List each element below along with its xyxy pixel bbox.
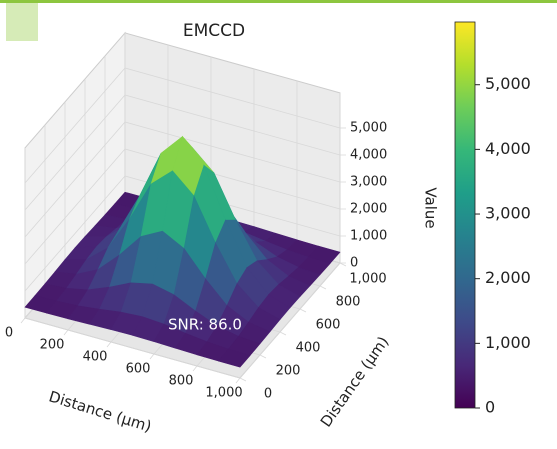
grid-line [124,67,341,129]
surface-cell [217,348,251,368]
grid-line [24,94,126,211]
y-tick [259,354,267,359]
z-tick-label: 1,000 [350,229,387,244]
grid-line [239,262,341,379]
x-tick-label: 0 [5,326,13,341]
z-tick-label: 5,000 [350,121,387,136]
colorbar-tick-label: 3,000 [485,204,531,223]
x-tick [192,365,198,372]
colorbar-tick-label: 1,000 [485,333,531,352]
y-tick-label: 800 [336,295,361,310]
y-tick-label: 400 [296,341,321,356]
y-tick [299,308,307,313]
x-tick-label: 600 [126,362,151,377]
grid-line [124,94,341,156]
z-tick-label: 2,000 [350,202,387,217]
x-tick-label: 400 [83,350,108,365]
x-tick [63,329,69,336]
x-tick-label: 1,000 [205,386,242,401]
x-tick [20,317,26,324]
y-tick-label: 600 [316,318,341,333]
grid-line [24,67,126,184]
y-tick [279,331,287,336]
colorbar-tick-label: 4,000 [485,139,531,158]
corner-badge [6,3,38,41]
colorbar [454,21,476,409]
colorbar-tick-label: 2,000 [485,268,531,287]
grid-line [124,121,341,183]
plot-area [20,31,347,384]
z-tick-label: 0 [350,256,358,271]
x-tick [149,353,155,360]
y-axis-label: Distance (µm) [317,333,393,430]
chart-title: EMCCD [183,21,245,41]
x-tick-label: 200 [40,338,65,353]
y-tick [319,285,327,290]
grid-line [24,121,126,238]
x-tick [106,341,112,348]
grid-line [24,175,126,292]
grid-line [24,148,126,265]
y-tick-label: 1,000 [349,272,386,287]
grid-line [24,317,241,379]
y-tick-label: 0 [264,387,272,402]
annotation: SNR: 86.0 [168,316,242,334]
colorbar-tick-label: 0 [485,398,495,417]
top-bar [0,0,557,3]
z-tick-label: 3,000 [350,175,387,190]
x-tick-label: 800 [169,374,194,389]
colorbar-tick-label: 5,000 [485,74,531,93]
y-tick-label: 200 [276,364,301,379]
y-tick [239,377,247,382]
z-axis-label: Value [422,187,440,228]
z-tick-label: 4,000 [350,148,387,163]
x-tick [235,377,241,384]
x-axis-label: Distance (µm) [47,387,154,435]
y-tick [339,262,347,267]
